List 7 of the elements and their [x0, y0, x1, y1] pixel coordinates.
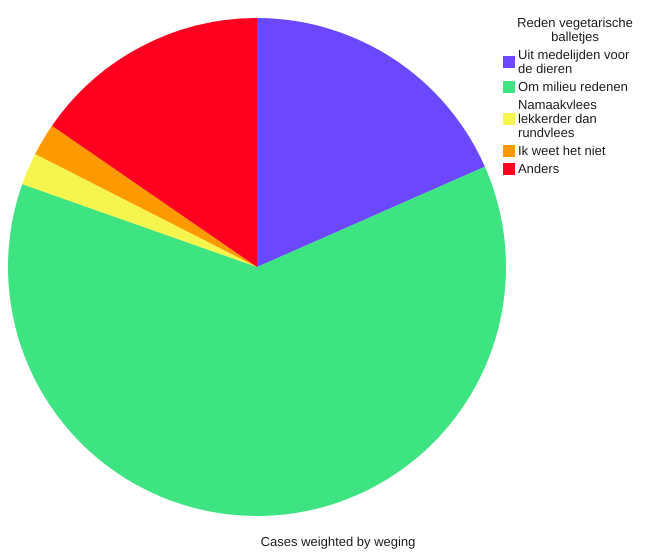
legend-label: Uit medelijden voor de dieren [518, 47, 630, 76]
legend-title: Reden vegetarische balletjes [516, 15, 634, 44]
text: Cases weighted by weging [260, 534, 416, 549]
legend-label: Om milieu redenen [518, 79, 629, 94]
legend-label: Namaakvlees lekkerder dan rundvlees [518, 97, 598, 140]
legend-label: Ik weet het niet [518, 143, 606, 158]
legend-label: Anders [518, 161, 560, 176]
